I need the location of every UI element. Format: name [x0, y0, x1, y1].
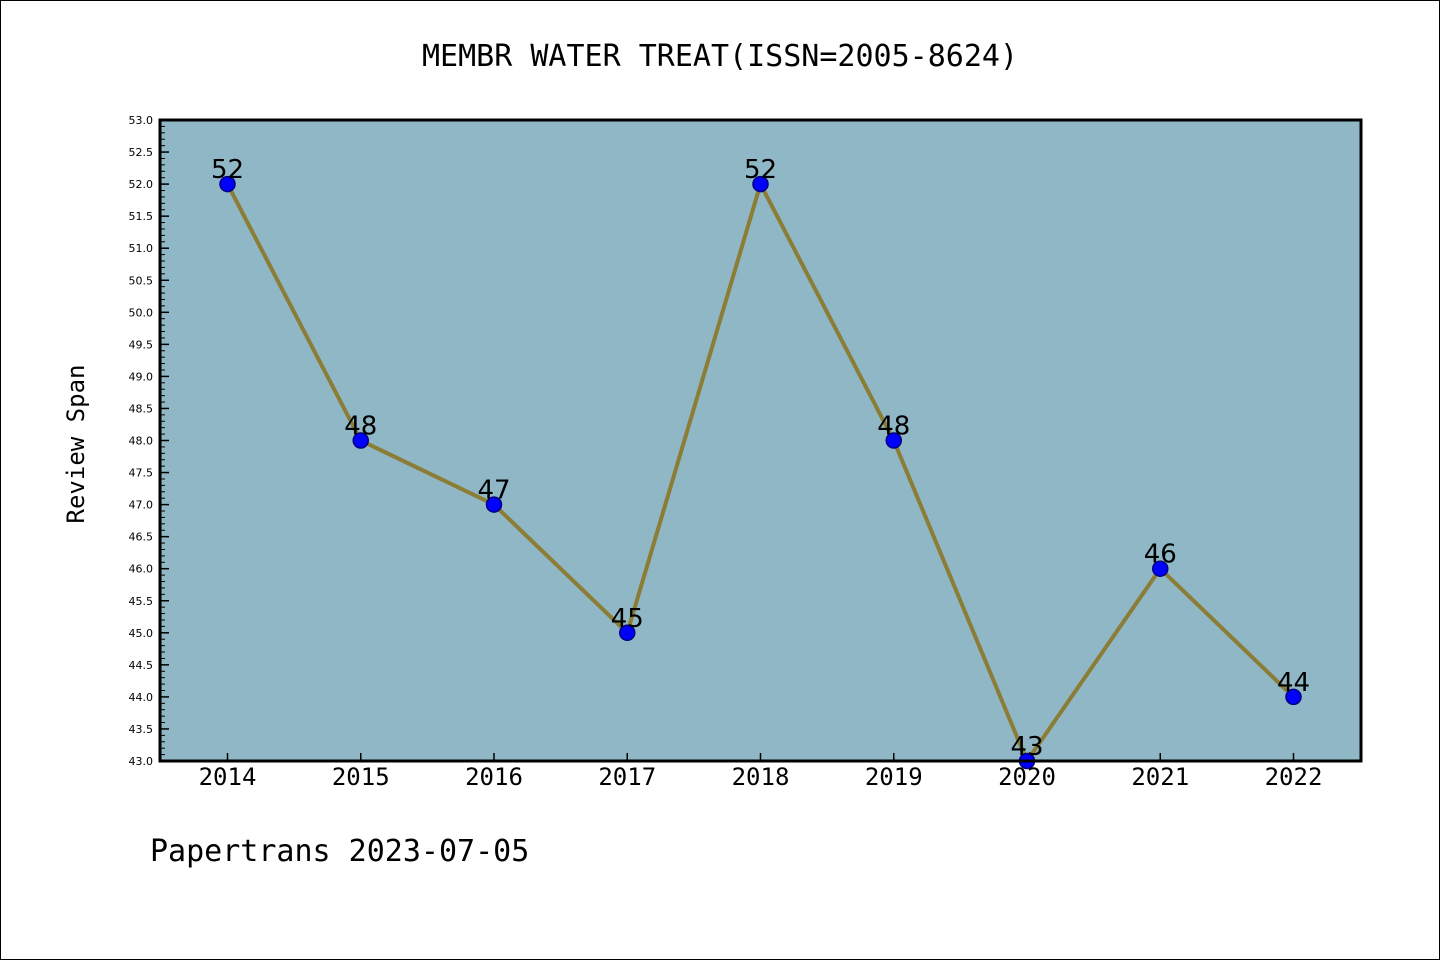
- data-point: [752, 175, 769, 193]
- y-tick-label: 46.0: [129, 563, 154, 576]
- y-tick-label: 44.5: [129, 659, 154, 672]
- data-label: 48: [877, 412, 910, 442]
- y-tick-label: 50.5: [129, 274, 154, 287]
- data-label: 47: [477, 476, 510, 506]
- plot-border: [158, 118, 1363, 763]
- x-tick-label: 2019: [865, 763, 923, 791]
- y-tick-label: 52.0: [129, 178, 154, 191]
- plot-area: [160, 120, 1361, 761]
- y-tick-label: 53.0: [129, 114, 154, 127]
- data-label: 45: [611, 604, 644, 634]
- chart-title: MEMBR WATER TREAT(ISSN=2005-8624): [422, 39, 1018, 74]
- data-point: [885, 432, 902, 449]
- y-tick-label: 43.0: [129, 755, 154, 768]
- data-point: [1152, 560, 1169, 577]
- x-tick-label: 2022: [1265, 763, 1323, 791]
- y-tick-label: 52.5: [129, 146, 154, 159]
- y-tick-label: 48.0: [129, 435, 154, 448]
- y-tick-label: 49.5: [129, 338, 154, 351]
- y-axis-label: Review Span: [62, 365, 90, 524]
- x-tick-label: 2018: [732, 763, 790, 791]
- y-tick-label: 45.5: [129, 595, 154, 608]
- y-tick-label: 47.0: [129, 499, 154, 512]
- y-tick-label: 50.0: [129, 306, 154, 319]
- data-point: [352, 432, 369, 449]
- data-label: 52: [744, 155, 777, 185]
- x-tick-label: 2017: [598, 763, 656, 791]
- y-tick-label: 45.0: [129, 627, 154, 640]
- data-label: 52: [211, 155, 244, 185]
- x-tick-label: 2016: [465, 763, 523, 791]
- data-point: [619, 624, 636, 642]
- series-layer: 52 48 47 45 52 48 43 46 44: [211, 155, 1310, 770]
- data-label: 46: [1144, 540, 1177, 570]
- data-point: [485, 496, 503, 513]
- y-tick-label: 51.0: [129, 242, 154, 255]
- x-tick-label: 2021: [1131, 763, 1189, 791]
- y-tick-label: 48.5: [129, 402, 154, 415]
- y-tick-label: 47.5: [129, 467, 154, 480]
- y-tick-label: 49.0: [129, 370, 154, 383]
- x-tick-label: 2014: [199, 763, 257, 791]
- x-tick-label: 2015: [332, 763, 390, 791]
- y-tick-label: 51.5: [129, 210, 154, 223]
- data-label: 44: [1277, 668, 1310, 698]
- y-tick-label: 46.5: [129, 531, 154, 544]
- x-axis: 2014 2015 2016 2017 2018 2019 2020 2021 2022: [199, 753, 1323, 791]
- data-point: [219, 175, 236, 193]
- y-tick-label: 43.5: [129, 723, 154, 736]
- data-label: 48: [344, 412, 377, 442]
- data-label: 43: [1010, 732, 1043, 762]
- y-tick-label: 44.0: [129, 691, 154, 704]
- data-point: [1285, 688, 1302, 706]
- footer-text: Papertrans 2023-07-05: [150, 834, 530, 869]
